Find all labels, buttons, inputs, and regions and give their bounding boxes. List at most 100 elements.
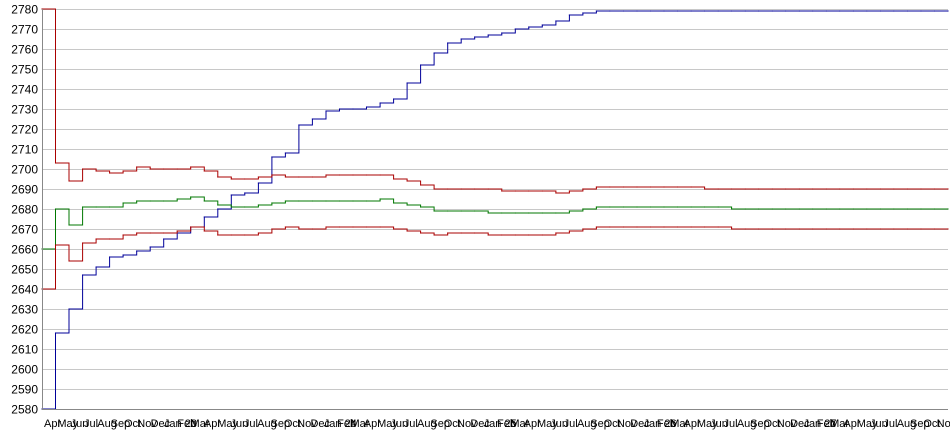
x-tick-label: Apr [44, 418, 61, 430]
series-point [866, 208, 868, 210]
y-tick-label: 2770 [11, 23, 38, 37]
series-point [325, 226, 327, 228]
series-point [420, 184, 422, 186]
series-point [474, 232, 476, 234]
series-point [771, 10, 773, 12]
series-point [487, 34, 489, 36]
series-point [812, 10, 814, 12]
series-point [433, 188, 435, 190]
series-point [595, 226, 598, 228]
series-point [649, 226, 652, 228]
series-point [528, 190, 530, 192]
series-lines [41, 8, 949, 410]
series-point [393, 98, 395, 100]
series-point [149, 232, 151, 234]
y-tick-label: 2730 [11, 103, 38, 117]
series-point [487, 212, 489, 214]
series-point [744, 228, 746, 230]
x-tick-label: Oct [763, 418, 780, 430]
x-tick-label: Jun [870, 418, 888, 430]
x-tick-label: Aug [417, 418, 437, 430]
series-point [555, 232, 557, 234]
series-point [95, 170, 97, 172]
x-tick-label: Apr [204, 418, 221, 430]
series-point [704, 188, 706, 190]
x-tick-label: Apr [684, 418, 701, 430]
x-tick-label: Aug [897, 418, 917, 430]
x-tick-label: Sep [910, 418, 930, 430]
series-point [879, 10, 882, 12]
x-tick-label: Jul [244, 418, 258, 430]
series-point [109, 206, 111, 208]
x-tick-label: Nov [937, 418, 950, 430]
series-point [338, 200, 341, 202]
series-point [501, 32, 503, 34]
x-tick-label: May [217, 418, 238, 430]
series-point [203, 170, 205, 172]
series-point [68, 224, 70, 226]
series-point [744, 208, 746, 210]
y-tick-label: 2680 [11, 203, 38, 217]
series-point [839, 208, 841, 210]
series-point [920, 208, 922, 210]
y-tick-label: 2620 [11, 323, 38, 337]
series-point [271, 174, 273, 176]
series-point [298, 200, 300, 202]
series-point [933, 208, 936, 210]
y-tick-label: 2750 [11, 63, 38, 77]
series-point [609, 186, 611, 188]
x-tick-label: Dec [630, 418, 650, 430]
y-tick-label: 2740 [11, 83, 38, 97]
series-point [298, 228, 300, 230]
series-point [947, 208, 949, 210]
series-point [731, 208, 733, 210]
series-point [690, 206, 692, 208]
series-point [825, 10, 827, 12]
series-point [825, 188, 827, 190]
x-tick-label: Dec [790, 418, 810, 430]
series-point [136, 250, 138, 252]
series-point [311, 200, 313, 202]
series-point [555, 192, 557, 194]
x-tick-label: Sep [750, 418, 770, 430]
series-point [190, 196, 192, 198]
series-point [433, 52, 435, 54]
series-point [852, 188, 854, 190]
series-point [798, 10, 800, 12]
series-point [717, 206, 719, 208]
series-point [582, 208, 584, 210]
x-tick-label: Feb [817, 418, 836, 430]
series-point [311, 176, 313, 178]
series-point [460, 188, 462, 190]
x-tick-label: Jul [564, 418, 578, 430]
series-point [68, 260, 70, 262]
x-tick-label: Oct [444, 418, 461, 430]
series-point [230, 178, 232, 180]
series-point [798, 188, 800, 190]
series-point [528, 234, 530, 236]
x-tick-label: Nov [457, 418, 477, 430]
series-point [149, 168, 151, 170]
series-point [82, 206, 84, 208]
series-point [95, 206, 97, 208]
series-point [663, 186, 665, 188]
series-point [582, 188, 584, 190]
series-point [420, 232, 422, 234]
x-tick-label: Jun [390, 418, 408, 430]
series-point [906, 208, 909, 210]
series-point [893, 188, 895, 190]
series-point [176, 198, 178, 200]
series-point [568, 14, 571, 16]
series-point [947, 228, 949, 230]
x-tick-label: Apr [524, 418, 541, 430]
series-point [541, 190, 543, 192]
series-point [365, 226, 368, 228]
series-point [325, 110, 327, 112]
series-point [636, 206, 638, 208]
x-tick-label: May [537, 418, 558, 430]
series-point [284, 176, 286, 178]
series-point [933, 188, 936, 190]
x-tick-label: Jan 26 [644, 418, 677, 430]
series-point [839, 228, 841, 230]
